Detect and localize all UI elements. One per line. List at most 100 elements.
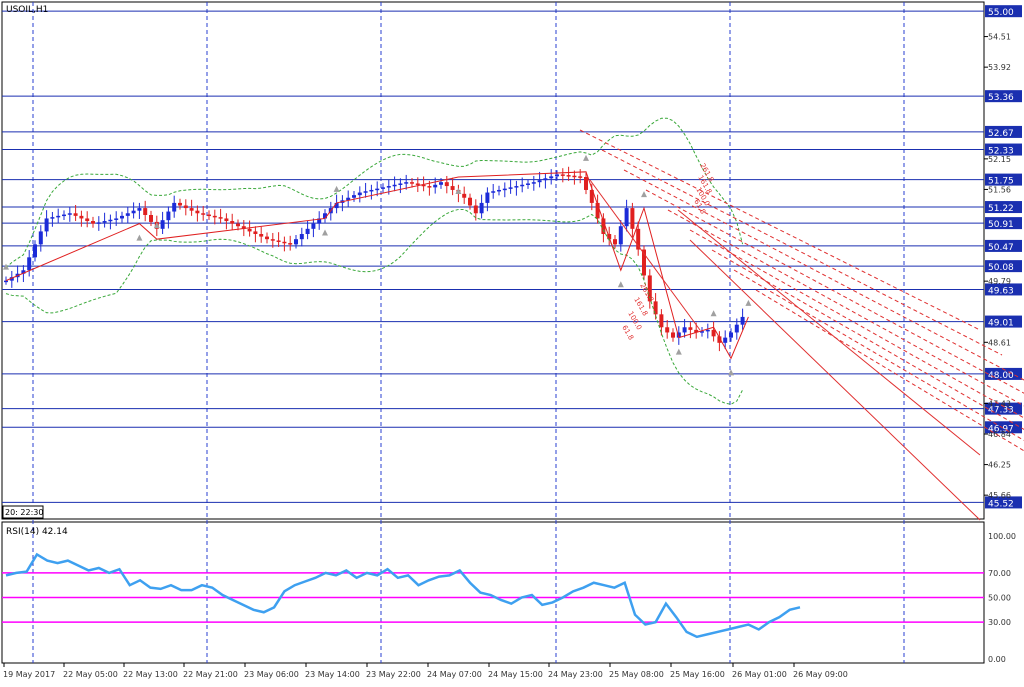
- candle-body: [85, 218, 90, 222]
- level-label: 50.47: [988, 243, 1014, 253]
- candle-body: [363, 191, 368, 193]
- fractal-marker: [153, 222, 160, 229]
- candle-body: [9, 277, 14, 281]
- candle-body: [102, 221, 107, 223]
- fractal-marker: [617, 281, 624, 288]
- candle-body: [189, 208, 194, 211]
- candle-body: [288, 243, 293, 245]
- zigzag-line: [5, 171, 749, 360]
- candle-body: [276, 240, 281, 242]
- time-tick-label: 25 May 16:00: [670, 670, 725, 679]
- level-label-box: [985, 173, 1022, 186]
- time-label-box: [2, 505, 44, 519]
- candle-body: [282, 241, 287, 244]
- candle-body: [149, 215, 153, 222]
- time-tick-label: 26 May 01:00: [732, 670, 787, 679]
- candle-body: [723, 337, 728, 343]
- candle-body: [584, 177, 588, 190]
- candle-body: [73, 213, 78, 216]
- candle-body: [236, 223, 240, 227]
- level-label-box: [985, 283, 1022, 296]
- candle-body: [201, 213, 206, 215]
- time-tick-label: 26 May 09:00: [793, 670, 848, 679]
- candle-body: [421, 184, 426, 187]
- candle-body: [247, 228, 252, 232]
- candle-body: [317, 218, 322, 224]
- candle-body: [369, 189, 374, 192]
- candle-body: [241, 226, 246, 229]
- price-tick-label: 51.56: [988, 185, 1011, 194]
- candle-body: [473, 205, 478, 214]
- candle-body: [183, 205, 188, 209]
- fractal-marker: [322, 229, 328, 236]
- candle-body: [125, 213, 130, 216]
- candle-body: [207, 214, 211, 217]
- candle-body: [79, 215, 84, 219]
- level-label: 50.91: [988, 220, 1014, 230]
- candle-body: [166, 211, 171, 221]
- candle-body: [659, 314, 664, 328]
- candle-body: [120, 215, 124, 219]
- level-label-box: [985, 315, 1022, 328]
- candle-body: [50, 217, 55, 219]
- fractal-marker: [728, 369, 734, 376]
- level-label: 50.08: [988, 263, 1014, 273]
- time-tick-label: 23 May 22:00: [366, 670, 421, 679]
- candle-body: [566, 175, 571, 177]
- candle-body: [334, 202, 339, 209]
- rsi-pane-frame: [1, 521, 985, 664]
- price-tick-label: 53.92: [988, 63, 1011, 72]
- candle-body: [27, 257, 32, 271]
- fractal-marker: [675, 348, 682, 355]
- fractal-marker: [136, 234, 143, 241]
- candle-body: [555, 174, 559, 177]
- level-label: 52.67: [988, 129, 1014, 139]
- level-label: 52.33: [988, 147, 1014, 157]
- candle-body: [595, 202, 600, 219]
- candle-body: [439, 182, 443, 185]
- level-label-box: [985, 217, 1022, 230]
- candle-body: [38, 231, 43, 245]
- candle-body: [323, 213, 327, 219]
- candle-body: [537, 180, 542, 183]
- candle-body: [392, 184, 397, 187]
- level-label-box: [985, 125, 1022, 138]
- candle-body: [502, 188, 507, 191]
- rsi-tick-label: 0.00: [988, 655, 1006, 664]
- candle-body: [67, 213, 72, 215]
- candle-body: [630, 208, 635, 229]
- candle-body: [520, 184, 525, 187]
- level-label-box: [985, 201, 1022, 214]
- candle-body: [717, 336, 722, 343]
- time-tick-label: 24 May 23:00: [548, 670, 603, 679]
- candle-body: [462, 193, 467, 198]
- fib-channel-line: [589, 179, 701, 331]
- candle-body: [172, 202, 177, 212]
- chart-title: USOIL,H1: [6, 5, 48, 15]
- candle-body: [62, 214, 66, 217]
- candle-body: [618, 226, 623, 245]
- level-label: 49.63: [988, 286, 1014, 296]
- price-tick-label: 52.15: [988, 155, 1011, 164]
- candle-body: [91, 221, 95, 224]
- candle-body: [375, 188, 380, 191]
- fib-channel-line: [689, 239, 981, 521]
- level-label: 48.00: [988, 371, 1014, 381]
- candle-body: [642, 249, 646, 276]
- candle-body: [560, 174, 565, 176]
- candle-body: [410, 182, 414, 184]
- candle-body: [688, 327, 693, 330]
- level-label: 53.36: [988, 93, 1014, 103]
- candle-body: [514, 186, 519, 188]
- time-tick-label: 24 May 15:00: [488, 670, 543, 679]
- level-label: 46.97: [988, 424, 1014, 434]
- candle-body: [705, 329, 710, 332]
- fib-line: [667, 209, 1024, 407]
- bollinger-upper: [5, 117, 744, 269]
- candle-body: [729, 332, 733, 338]
- candle-body: [357, 192, 362, 196]
- fractal-marker: [455, 188, 462, 194]
- candle-body: [195, 210, 200, 214]
- candle-body: [108, 219, 113, 222]
